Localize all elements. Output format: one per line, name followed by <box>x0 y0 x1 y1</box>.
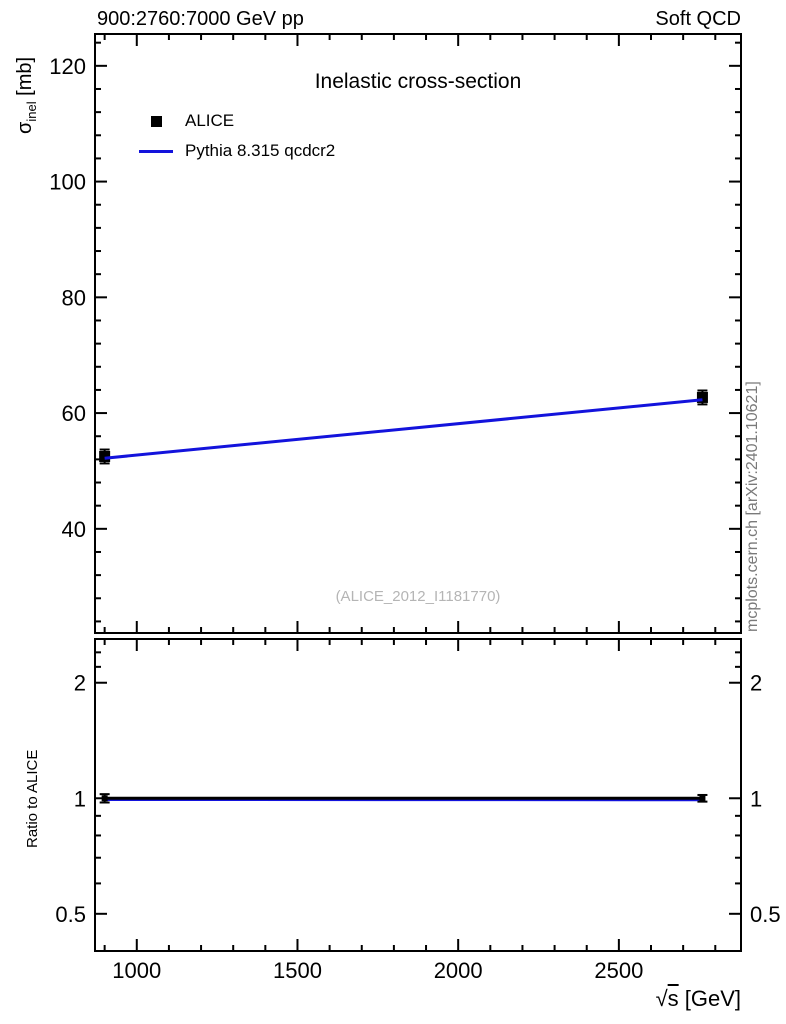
svg-text:2500: 2500 <box>594 958 643 983</box>
svg-text:100: 100 <box>49 170 86 195</box>
y-axis-units: [mb] <box>14 56 36 102</box>
y-axis-label-ratio: Ratio to ALICE <box>24 749 41 848</box>
svg-text:1: 1 <box>750 786 762 811</box>
svg-text:1500: 1500 <box>273 958 322 983</box>
sqrt-symbol: √ <box>655 986 668 1011</box>
y-axis-label-main: σinel [mb] <box>14 57 39 134</box>
x-axis-label: √s [GeV] <box>656 986 741 1012</box>
sqrt-s-symbol: s <box>667 986 679 1011</box>
process-group-header: Soft QCD <box>655 8 741 30</box>
alice-marker-icon <box>138 115 174 127</box>
svg-text:2: 2 <box>74 671 86 696</box>
legend-item-alice: ALICE <box>138 106 335 136</box>
legend-label-alice: ALICE <box>185 111 235 130</box>
svg-text:1000: 1000 <box>112 958 161 983</box>
legend-label-pythia: Pythia 8.315 qcdcr2 <box>185 141 336 160</box>
analysis-reference-watermark: (ALICE_2012_I1181770) <box>335 588 501 605</box>
legend: ALICE Pythia 8.315 qcdcr2 <box>138 106 335 166</box>
svg-text:2: 2 <box>750 671 762 696</box>
chart-title: Inelastic cross-section <box>314 70 522 93</box>
legend-item-pythia: Pythia 8.315 qcdcr2 <box>138 136 335 166</box>
pythia-line-icon <box>138 149 174 153</box>
sigma-subscript: inel <box>24 101 39 122</box>
svg-text:0.5: 0.5 <box>750 902 781 927</box>
line-swatch-icon <box>139 149 173 153</box>
sigma-symbol: σ <box>14 121 36 134</box>
svg-text:0.5: 0.5 <box>55 902 86 927</box>
svg-text:1: 1 <box>74 786 86 811</box>
x-axis-units: [GeV] <box>678 986 741 1011</box>
beam-energy-header: 900:2760:7000 GeV pp <box>97 8 304 30</box>
svg-text:2000: 2000 <box>434 958 483 983</box>
svg-text:40: 40 <box>62 517 86 542</box>
svg-text:60: 60 <box>62 401 86 426</box>
svg-text:120: 120 <box>49 54 86 79</box>
mcplots-arxiv-note: mcplots.cern.ch [arXiv:2401.10621] <box>744 381 761 632</box>
square-marker-icon <box>150 115 162 127</box>
svg-text:80: 80 <box>62 285 86 310</box>
